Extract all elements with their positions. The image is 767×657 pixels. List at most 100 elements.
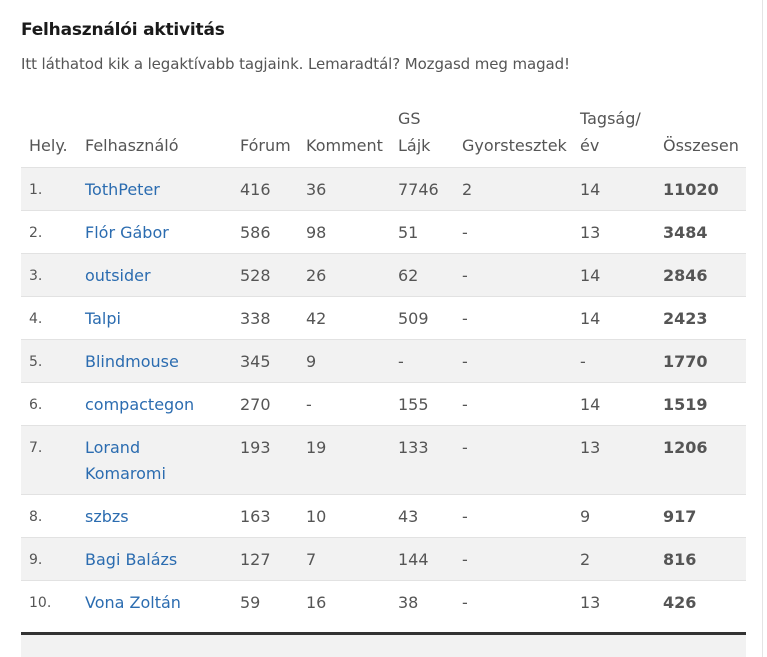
quiz-cell: - xyxy=(462,210,580,254)
user-cell: Lorand Komaromi xyxy=(85,425,240,495)
user-cell: TothPeter xyxy=(85,167,240,211)
gs-likes-cell: 51 xyxy=(398,210,462,254)
rank-cell: 2. xyxy=(21,210,85,254)
user-cell: Blindmouse xyxy=(85,339,240,383)
rank-cell: 4. xyxy=(21,296,85,340)
table-bottom-divider xyxy=(21,632,746,635)
column-header-membership-line1: Tagság/ xyxy=(580,109,641,128)
membership-cell: 14 xyxy=(580,382,663,426)
gs-likes-cell: - xyxy=(398,339,462,383)
user-link[interactable]: TothPeter xyxy=(85,180,160,199)
table-row: 10. Vona Zoltán 59 16 38 - 13 426 xyxy=(21,580,746,624)
column-header-comment[interactable]: Komment xyxy=(306,136,383,155)
membership-cell: 13 xyxy=(580,210,663,254)
column-header-gs-likes-line2: Lájk xyxy=(398,136,431,155)
comment-cell: 42 xyxy=(306,296,398,340)
gs-likes-cell: 43 xyxy=(398,494,462,538)
forum-cell: 59 xyxy=(240,580,306,624)
rank-cell: 5. xyxy=(21,339,85,383)
membership-cell: 14 xyxy=(580,167,663,211)
forum-cell: 416 xyxy=(240,167,306,211)
column-header-rank[interactable]: Hely. xyxy=(29,136,68,155)
quiz-cell: - xyxy=(462,296,580,340)
quiz-cell: - xyxy=(462,339,580,383)
column-header-membership[interactable]: Tagság/év xyxy=(580,105,663,168)
total-cell: 3484 xyxy=(663,210,746,254)
column-header-quiz[interactable]: Gyorstesztek xyxy=(462,136,567,155)
quiz-cell: - xyxy=(462,382,580,426)
quiz-cell: 2 xyxy=(462,167,580,211)
forum-cell: 528 xyxy=(240,253,306,297)
user-link[interactable]: outsider xyxy=(85,266,151,285)
forum-cell: 270 xyxy=(240,382,306,426)
table-row: 5. Blindmouse 345 9 - - - 1770 xyxy=(21,339,746,383)
user-link[interactable]: Bagi Balázs xyxy=(85,550,178,569)
comment-cell: 26 xyxy=(306,253,398,297)
comment-cell: 98 xyxy=(306,210,398,254)
user-link[interactable]: Vona Zoltán xyxy=(85,593,181,612)
quiz-cell: - xyxy=(462,425,580,495)
membership-cell: 13 xyxy=(580,580,663,624)
quiz-cell: - xyxy=(462,494,580,538)
user-cell: Vona Zoltán xyxy=(85,580,240,624)
user-link[interactable]: Blindmouse xyxy=(85,352,179,371)
comment-cell: 36 xyxy=(306,167,398,211)
rank-cell: 7. xyxy=(21,425,85,495)
user-cell: Talpi xyxy=(85,296,240,340)
table-row: 9. Bagi Balázs 127 7 144 - 2 816 xyxy=(21,537,746,581)
forum-cell: 193 xyxy=(240,425,306,495)
user-cell: szbzs xyxy=(85,494,240,538)
user-link[interactable]: szbzs xyxy=(85,507,129,526)
user-link-line1: Lorand xyxy=(85,438,141,457)
rank-cell: 9. xyxy=(21,537,85,581)
user-cell: Flór Gábor xyxy=(85,210,240,254)
comment-cell: 10 xyxy=(306,494,398,538)
forum-cell: 127 xyxy=(240,537,306,581)
membership-cell: 14 xyxy=(580,296,663,340)
rank-cell: 6. xyxy=(21,382,85,426)
total-cell: 1519 xyxy=(663,382,746,426)
user-link[interactable]: Flór Gábor xyxy=(85,223,169,242)
total-cell: 2423 xyxy=(663,296,746,340)
column-header-gs-likes-line1: GS xyxy=(398,109,421,128)
gs-likes-cell: 133 xyxy=(398,425,462,495)
total-cell: 917 xyxy=(663,494,746,538)
total-cell: 1770 xyxy=(663,339,746,383)
gs-likes-cell: 62 xyxy=(398,253,462,297)
comment-cell: 19 xyxy=(306,425,398,495)
table-row: 3. outsider 528 26 62 - 14 2846 xyxy=(21,253,746,297)
total-cell: 816 xyxy=(663,537,746,581)
total-cell: 1206 xyxy=(663,425,746,495)
column-header-membership-line2: év xyxy=(580,136,600,155)
user-cell: compactegon xyxy=(85,382,240,426)
user-link[interactable]: Lorand Komaromi xyxy=(85,438,166,483)
forum-cell: 163 xyxy=(240,494,306,538)
gs-likes-cell: 155 xyxy=(398,382,462,426)
comment-cell: 16 xyxy=(306,580,398,624)
table-row: 6. compactegon 270 - 155 - 14 1519 xyxy=(21,382,746,426)
comment-cell: 7 xyxy=(306,537,398,581)
membership-cell: - xyxy=(580,339,663,383)
gs-likes-cell: 38 xyxy=(398,580,462,624)
rank-cell: 1. xyxy=(21,167,85,211)
panel-subtitle: Itt láthatod kik a legaktívabb tagjaink.… xyxy=(21,55,570,73)
user-link[interactable]: Talpi xyxy=(85,309,121,328)
membership-cell: 9 xyxy=(580,494,663,538)
forum-cell: 345 xyxy=(240,339,306,383)
forum-cell: 586 xyxy=(240,210,306,254)
leaderboard-table: Hely. Felhasználó Fórum Komment GS Lájk G… xyxy=(21,105,746,624)
table-row: 7. Lorand Komaromi 193 19 133 - 13 1206 xyxy=(21,425,746,495)
column-header-total[interactable]: Összesen xyxy=(663,136,739,155)
column-header-user[interactable]: Felhasználó xyxy=(85,136,179,155)
column-header-gs-likes[interactable]: GS Lájk xyxy=(398,105,462,168)
rank-cell: 10. xyxy=(21,580,85,624)
table-row: 4. Talpi 338 42 509 - 14 2423 xyxy=(21,296,746,340)
total-cell: 11020 xyxy=(663,167,746,211)
gs-likes-cell: 144 xyxy=(398,537,462,581)
column-header-forum[interactable]: Fórum xyxy=(240,136,291,155)
user-link[interactable]: compactegon xyxy=(85,395,195,414)
membership-cell: 13 xyxy=(580,425,663,495)
gs-likes-cell: 509 xyxy=(398,296,462,340)
table-row: 8. szbzs 163 10 43 - 9 917 xyxy=(21,494,746,538)
